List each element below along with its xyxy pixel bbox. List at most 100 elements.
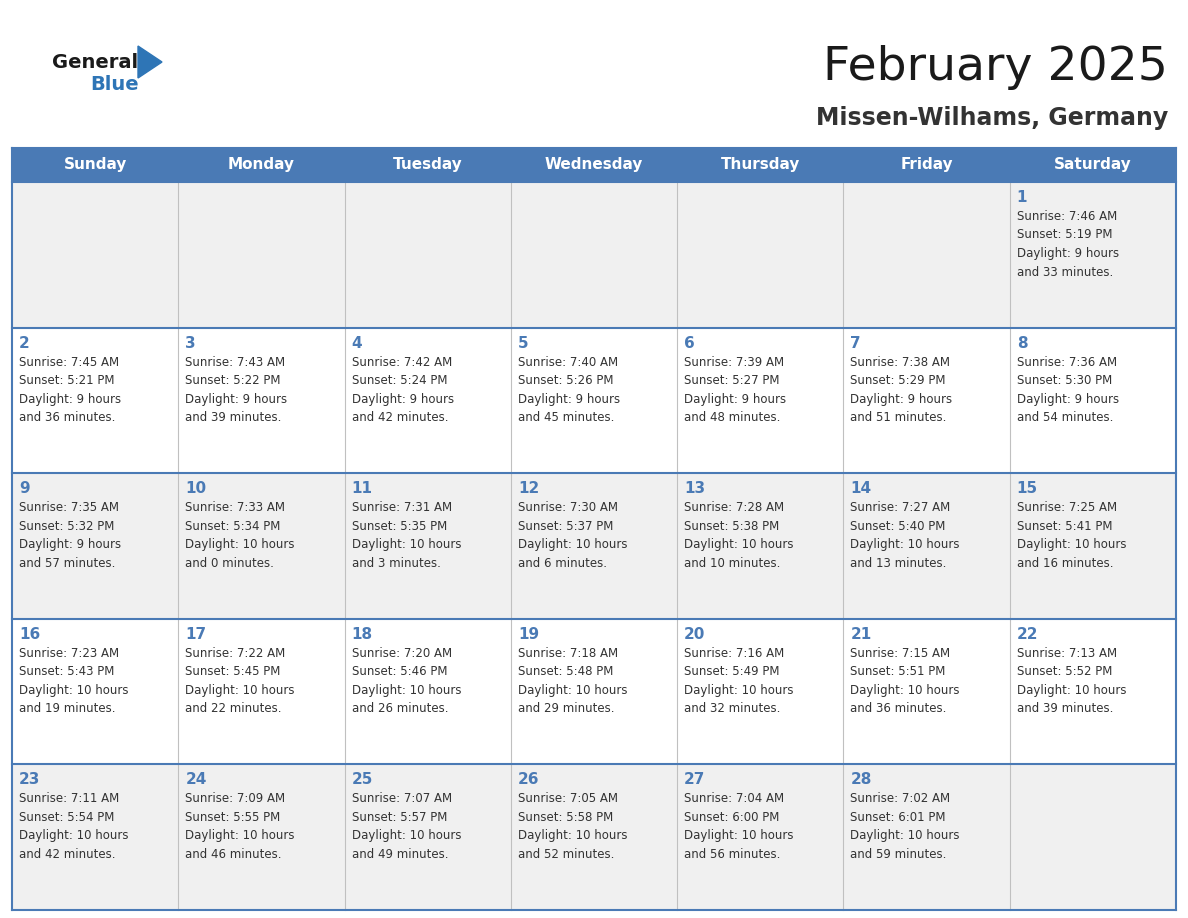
Text: and 13 minutes.: and 13 minutes. — [851, 556, 947, 570]
Text: 25: 25 — [352, 772, 373, 788]
Text: and 48 minutes.: and 48 minutes. — [684, 411, 781, 424]
Text: Sunrise: 7:43 AM: Sunrise: 7:43 AM — [185, 355, 285, 369]
Text: Sunset: 5:27 PM: Sunset: 5:27 PM — [684, 375, 779, 387]
Text: Daylight: 10 hours: Daylight: 10 hours — [185, 684, 295, 697]
Text: Sunrise: 7:31 AM: Sunrise: 7:31 AM — [352, 501, 451, 514]
Text: Tuesday: Tuesday — [393, 158, 462, 173]
Text: Daylight: 9 hours: Daylight: 9 hours — [1017, 247, 1119, 260]
Text: 27: 27 — [684, 772, 706, 788]
Text: Sunrise: 7:22 AM: Sunrise: 7:22 AM — [185, 647, 285, 660]
Text: Sunset: 5:32 PM: Sunset: 5:32 PM — [19, 520, 114, 532]
Text: Daylight: 10 hours: Daylight: 10 hours — [851, 829, 960, 843]
Text: and 0 minutes.: and 0 minutes. — [185, 556, 274, 570]
Text: Sunset: 5:22 PM: Sunset: 5:22 PM — [185, 375, 280, 387]
Text: Sunset: 5:46 PM: Sunset: 5:46 PM — [352, 666, 447, 678]
Text: Sunrise: 7:02 AM: Sunrise: 7:02 AM — [851, 792, 950, 805]
Text: General: General — [52, 52, 138, 72]
Text: Daylight: 9 hours: Daylight: 9 hours — [518, 393, 620, 406]
Text: 21: 21 — [851, 627, 872, 642]
Text: 28: 28 — [851, 772, 872, 788]
Text: Wednesday: Wednesday — [545, 158, 643, 173]
Bar — [178, 148, 345, 182]
Text: 13: 13 — [684, 481, 706, 497]
Text: Sunrise: 7:45 AM: Sunrise: 7:45 AM — [19, 355, 119, 369]
Text: and 36 minutes.: and 36 minutes. — [851, 702, 947, 715]
Text: and 42 minutes.: and 42 minutes. — [19, 848, 115, 861]
Text: 6: 6 — [684, 336, 695, 351]
Bar — [12, 148, 178, 182]
Text: and 56 minutes.: and 56 minutes. — [684, 848, 781, 861]
Text: Daylight: 9 hours: Daylight: 9 hours — [185, 393, 287, 406]
Text: Sunrise: 7:13 AM: Sunrise: 7:13 AM — [1017, 647, 1117, 660]
Text: Daylight: 9 hours: Daylight: 9 hours — [19, 393, 121, 406]
Text: and 10 minutes.: and 10 minutes. — [684, 556, 781, 570]
Text: Blue: Blue — [90, 75, 139, 95]
Text: and 22 minutes.: and 22 minutes. — [185, 702, 282, 715]
Text: Daylight: 10 hours: Daylight: 10 hours — [185, 829, 295, 843]
Text: Sunset: 5:24 PM: Sunset: 5:24 PM — [352, 375, 447, 387]
Text: Sunrise: 7:38 AM: Sunrise: 7:38 AM — [851, 355, 950, 369]
Text: Daylight: 10 hours: Daylight: 10 hours — [352, 684, 461, 697]
Bar — [12, 328, 1176, 473]
Text: Daylight: 10 hours: Daylight: 10 hours — [1017, 538, 1126, 551]
Text: Sunrise: 7:16 AM: Sunrise: 7:16 AM — [684, 647, 784, 660]
Text: Sunset: 5:30 PM: Sunset: 5:30 PM — [1017, 375, 1112, 387]
Text: 26: 26 — [518, 772, 539, 788]
Text: and 33 minutes.: and 33 minutes. — [1017, 265, 1113, 278]
Text: 7: 7 — [851, 336, 861, 351]
Text: Sunrise: 7:09 AM: Sunrise: 7:09 AM — [185, 792, 285, 805]
Text: Daylight: 10 hours: Daylight: 10 hours — [518, 829, 627, 843]
Text: and 42 minutes.: and 42 minutes. — [352, 411, 448, 424]
Text: Daylight: 10 hours: Daylight: 10 hours — [19, 829, 128, 843]
Text: Sunrise: 7:15 AM: Sunrise: 7:15 AM — [851, 647, 950, 660]
Text: Sunset: 5:26 PM: Sunset: 5:26 PM — [518, 375, 613, 387]
Text: Daylight: 10 hours: Daylight: 10 hours — [352, 829, 461, 843]
Text: Sunset: 5:19 PM: Sunset: 5:19 PM — [1017, 229, 1112, 241]
Text: Sunset: 5:40 PM: Sunset: 5:40 PM — [851, 520, 946, 532]
Text: Sunrise: 7:40 AM: Sunrise: 7:40 AM — [518, 355, 618, 369]
Text: Missen-Wilhams, Germany: Missen-Wilhams, Germany — [816, 106, 1168, 130]
Text: 5: 5 — [518, 336, 529, 351]
Text: Sunrise: 7:36 AM: Sunrise: 7:36 AM — [1017, 355, 1117, 369]
Text: Daylight: 10 hours: Daylight: 10 hours — [851, 538, 960, 551]
Text: Daylight: 10 hours: Daylight: 10 hours — [518, 684, 627, 697]
Text: 17: 17 — [185, 627, 207, 642]
Text: Sunrise: 7:05 AM: Sunrise: 7:05 AM — [518, 792, 618, 805]
Text: Sunset: 5:57 PM: Sunset: 5:57 PM — [352, 811, 447, 823]
Text: Sunrise: 7:11 AM: Sunrise: 7:11 AM — [19, 792, 119, 805]
Text: and 52 minutes.: and 52 minutes. — [518, 848, 614, 861]
Text: 8: 8 — [1017, 336, 1028, 351]
Text: Sunday: Sunday — [63, 158, 127, 173]
Text: and 29 minutes.: and 29 minutes. — [518, 702, 614, 715]
Text: Saturday: Saturday — [1054, 158, 1132, 173]
Text: Sunset: 5:29 PM: Sunset: 5:29 PM — [851, 375, 946, 387]
Text: February 2025: February 2025 — [823, 46, 1168, 91]
Text: 3: 3 — [185, 336, 196, 351]
Bar — [843, 148, 1010, 182]
Text: 16: 16 — [19, 627, 40, 642]
Text: Daylight: 10 hours: Daylight: 10 hours — [851, 684, 960, 697]
Text: and 54 minutes.: and 54 minutes. — [1017, 411, 1113, 424]
Text: and 26 minutes.: and 26 minutes. — [352, 702, 448, 715]
Text: 12: 12 — [518, 481, 539, 497]
Text: and 39 minutes.: and 39 minutes. — [1017, 702, 1113, 715]
Bar — [511, 148, 677, 182]
Text: 9: 9 — [19, 481, 30, 497]
Text: 24: 24 — [185, 772, 207, 788]
Text: Sunset: 5:49 PM: Sunset: 5:49 PM — [684, 666, 779, 678]
Text: Sunrise: 7:04 AM: Sunrise: 7:04 AM — [684, 792, 784, 805]
Bar — [12, 619, 1176, 765]
Text: 18: 18 — [352, 627, 373, 642]
Text: Sunrise: 7:07 AM: Sunrise: 7:07 AM — [352, 792, 451, 805]
Text: Sunset: 5:48 PM: Sunset: 5:48 PM — [518, 666, 613, 678]
Text: and 32 minutes.: and 32 minutes. — [684, 702, 781, 715]
Text: and 59 minutes.: and 59 minutes. — [851, 848, 947, 861]
Text: Daylight: 10 hours: Daylight: 10 hours — [684, 538, 794, 551]
Text: Sunrise: 7:28 AM: Sunrise: 7:28 AM — [684, 501, 784, 514]
Text: Daylight: 9 hours: Daylight: 9 hours — [851, 393, 953, 406]
Text: Sunset: 5:21 PM: Sunset: 5:21 PM — [19, 375, 114, 387]
Bar — [12, 473, 1176, 619]
Text: Sunrise: 7:39 AM: Sunrise: 7:39 AM — [684, 355, 784, 369]
Text: Daylight: 10 hours: Daylight: 10 hours — [684, 829, 794, 843]
Text: Sunrise: 7:30 AM: Sunrise: 7:30 AM — [518, 501, 618, 514]
